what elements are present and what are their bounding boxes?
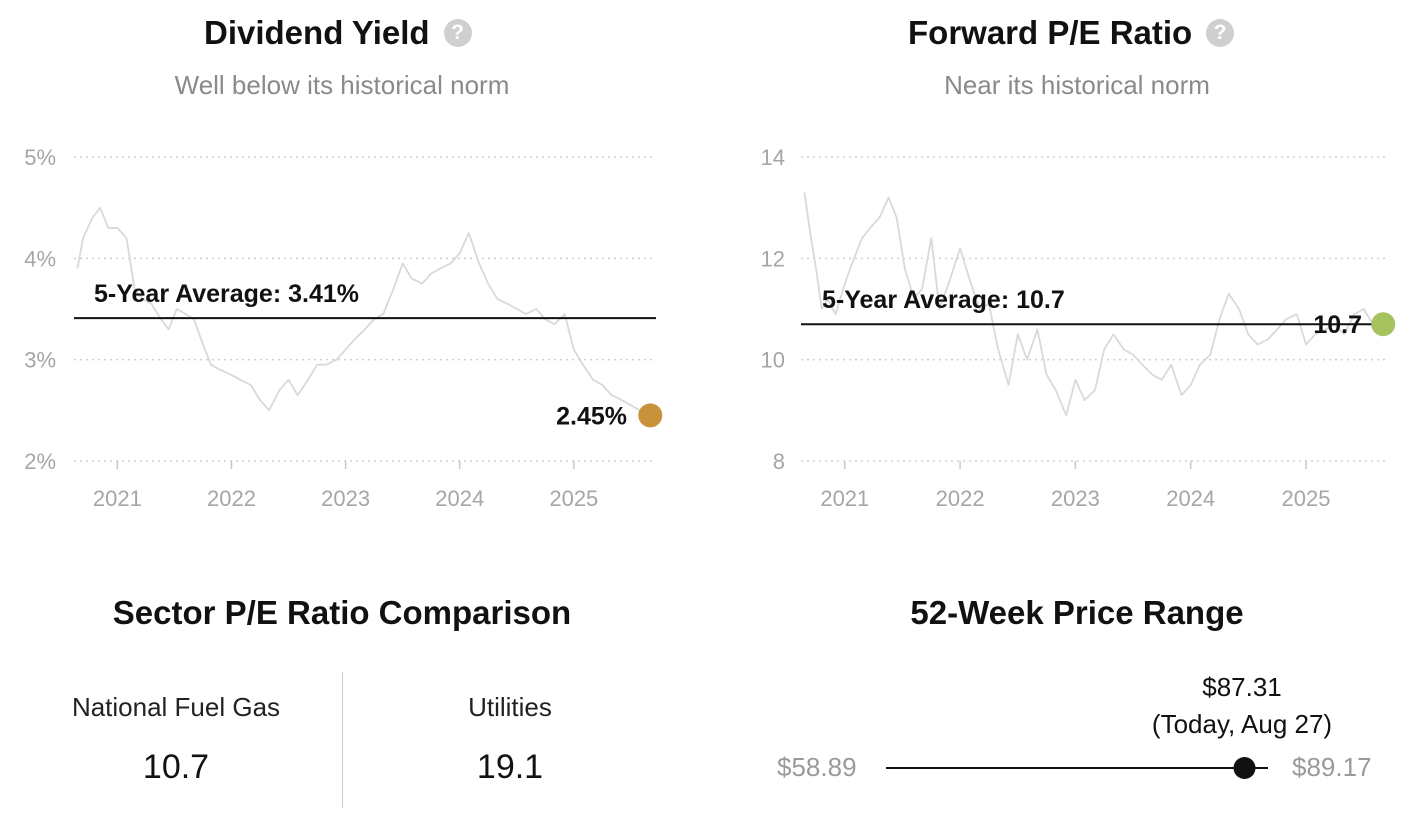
forward-pe-chart: 8 10 12 14 2021 2022 2023 2024 2025 5-Year Averag… bbox=[761, 145, 1396, 511]
y-tick-label: 5% bbox=[24, 145, 56, 170]
x-tick-label: 2023 bbox=[321, 486, 370, 511]
series-line bbox=[76, 206, 645, 414]
x-tick-label: 2022 bbox=[207, 486, 256, 511]
y-tick-label: 14 bbox=[761, 145, 785, 170]
y-tick-label: 10 bbox=[761, 348, 785, 373]
x-tick-label: 2021 bbox=[93, 486, 142, 511]
y-tick-label: 3% bbox=[24, 348, 56, 373]
sector-divider bbox=[342, 672, 343, 808]
current-value-dot bbox=[1371, 312, 1396, 337]
dividend-yield-subtitle: Well below its historical norm bbox=[174, 70, 510, 100]
x-tick-label: 2025 bbox=[1282, 486, 1331, 511]
forward-pe-subtitle: Near its historical norm bbox=[944, 70, 1210, 100]
dividend-yield-title-text: Dividend Yield bbox=[204, 14, 430, 51]
dividend-yield-title: Dividend Yield ? bbox=[204, 14, 472, 52]
current-price-note: (Today, Aug 27) bbox=[1151, 709, 1333, 739]
current-value-label: 2.45% bbox=[556, 402, 627, 430]
price-range-title: 52-Week Price Range bbox=[910, 594, 1244, 631]
current-value-dot bbox=[638, 403, 663, 428]
x-tick-label: 2024 bbox=[435, 486, 484, 511]
y-tick-label: 12 bbox=[761, 246, 785, 271]
sector-item-company-label: National Fuel Gas bbox=[71, 692, 281, 722]
sector-item-company-value: 10.7 bbox=[142, 748, 210, 786]
dividend-yield-chart: 2% 3% 4% 5% 2021 2022 2023 2024 2025 5-Year Avera… bbox=[24, 145, 663, 511]
forward-pe-title-text: Forward P/E Ratio bbox=[908, 14, 1193, 51]
y-tick-label: 2% bbox=[24, 449, 56, 474]
x-tick-label: 2023 bbox=[1051, 486, 1100, 511]
range-high: $89.17 bbox=[1292, 752, 1372, 782]
forward-pe-title: Forward P/E Ratio ? bbox=[908, 14, 1235, 52]
price-range-bar bbox=[886, 757, 1268, 779]
sector-item-utilities-label: Utilities bbox=[468, 692, 552, 722]
sector-comparison-title: Sector P/E Ratio Comparison bbox=[112, 594, 572, 631]
x-tick-label: 2021 bbox=[820, 486, 869, 511]
y-tick-label: 4% bbox=[24, 246, 56, 271]
y-tick-label: 8 bbox=[773, 449, 785, 474]
x-tick-label: 2025 bbox=[549, 486, 598, 511]
average-label: 5-Year Average: 10.7 bbox=[822, 286, 1065, 314]
sector-item-utilities-value: 19.1 bbox=[476, 748, 544, 786]
average-label: 5-Year Average: 3.41% bbox=[94, 280, 359, 308]
range-low: $58.89 bbox=[777, 752, 857, 782]
range-marker bbox=[1233, 757, 1256, 779]
question-circle-icon[interactable]: ? bbox=[443, 19, 472, 47]
current-value-label: 10.7 bbox=[1313, 311, 1362, 339]
x-tick-label: 2024 bbox=[1166, 486, 1215, 511]
current-price: $87.31 bbox=[1202, 672, 1282, 702]
x-tick-label: 2022 bbox=[936, 486, 985, 511]
question-circle-icon[interactable]: ? bbox=[1206, 19, 1235, 47]
